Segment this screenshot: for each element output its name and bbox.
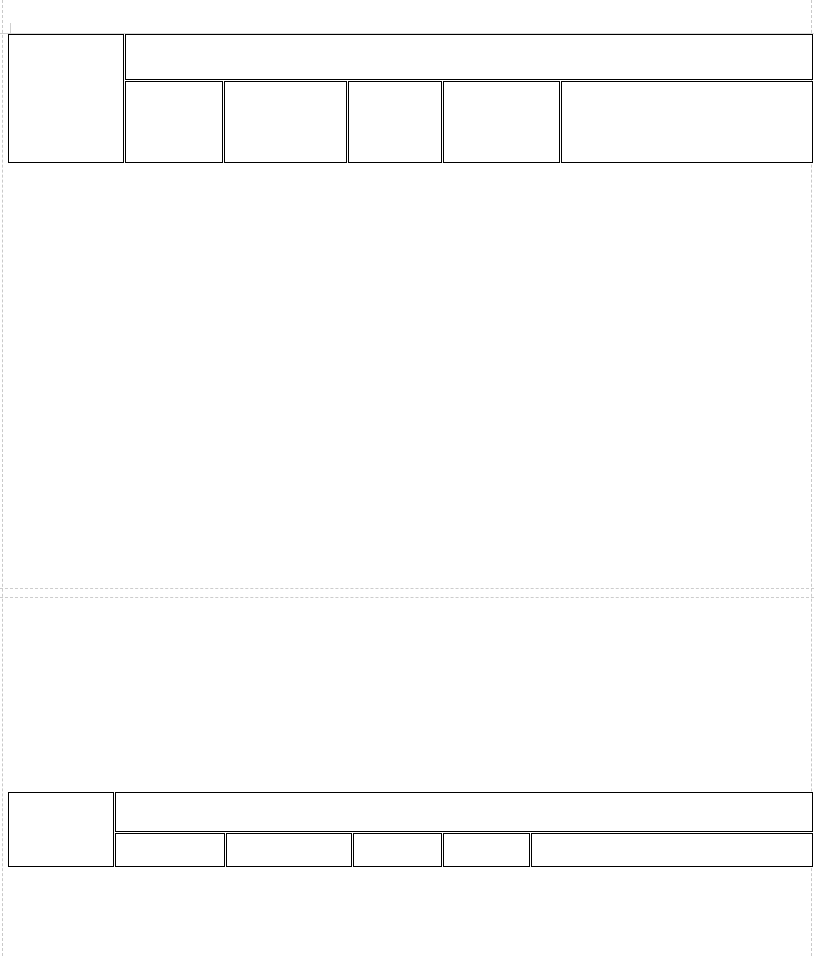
table1-span-header — [124, 34, 813, 80]
table1-col-mon-thu-close — [224, 81, 348, 163]
section2-title — [0, 759, 4, 761]
left-margin-guide — [2, 0, 3, 956]
table2-body — [8, 792, 813, 867]
table2-header-row-2 — [8, 833, 813, 867]
table2-col-mon-open — [114, 833, 226, 867]
section1-title — [0, 0, 4, 2]
table2-col-break-window — [531, 833, 813, 867]
table1-col-break-window — [560, 81, 813, 163]
table1-body — [8, 34, 813, 163]
table2-header-row-1 — [8, 792, 813, 867]
table1-col-fri-settle — [442, 81, 560, 163]
summer-hours-table-march29 — [7, 791, 814, 868]
table2-col-fri-close — [352, 833, 443, 867]
table2-span-header — [114, 792, 813, 832]
table1-product-header — [8, 34, 124, 163]
table2-product-header — [8, 792, 114, 867]
table2-col-mon-thu-close — [226, 833, 352, 867]
table1-header-row-2 — [8, 81, 813, 163]
table1-header-row-1 — [8, 34, 813, 163]
table1-col-mon-open — [124, 81, 224, 163]
page-break-gap — [0, 588, 814, 598]
table1-col-fri-close — [348, 81, 442, 163]
table2-col-fri-settle — [443, 833, 531, 867]
summer-hours-table-march15 — [7, 33, 814, 164]
